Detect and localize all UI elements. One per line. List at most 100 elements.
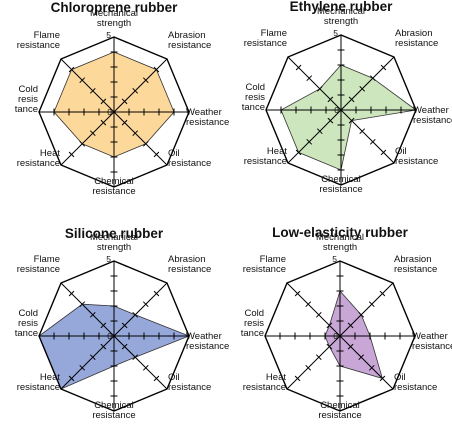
scale-min-label: 0 [107,331,112,341]
axis-tick [368,301,375,308]
chart-title: Low-elasticity rubber [272,225,409,240]
axis-tick [79,140,86,147]
axis-tick [306,75,313,82]
axis-spoke [286,335,341,390]
axis-label-abrasion-resistance: Abrasion resistance [168,30,211,51]
axis-tick [132,311,139,318]
axis-tick [358,311,365,318]
axis-tick [68,375,75,382]
axis-tick [153,66,160,73]
scale-max-label: 5 [333,28,338,38]
axis-tick [326,343,333,350]
axis-label-weather-resistance: Weather resistance [412,331,452,352]
axis-spoke [287,56,342,111]
axis-label-cold-resis-tance: Cold resis tance [242,82,265,113]
axis-tick [79,77,86,84]
axis-tick [369,138,376,145]
axis-label-heat-resistance: Heat resistance [17,372,61,393]
axis-label-weather-resistance: Weather resistance [186,331,229,352]
axis-tick [347,343,354,350]
axis-tick [142,77,149,84]
axis-tick [100,343,107,350]
axis-label-flame-resistance: Flame resistance [243,254,286,275]
axis-label-oil-resistance: Oil resistance [394,372,437,393]
axis-label-heat-resistance: Heat resistance [243,372,287,393]
axis-tick [358,354,365,361]
axis-tick [100,119,107,126]
axis-tick [79,364,86,371]
axis-spoke [113,282,168,337]
axis-label-weather-resistance: Weather resistance [186,107,229,128]
axis-tick [327,117,334,124]
axis-label-cold-resis-tance: Cold resis tance [241,308,264,339]
scale-max-label: 5 [332,254,337,264]
axis-spoke [113,335,168,390]
axis-tick [100,322,107,329]
axis-label-abrasion-resistance: Abrasion resistance [394,254,437,275]
axis-tick [121,98,128,105]
axis-tick [380,149,387,156]
axis-spoke [286,282,341,337]
axis-label-chemical-resistance: Chemical resistance [92,176,135,197]
axis-tick [132,354,139,361]
axis-spoke [340,56,395,111]
axis-tick [348,96,355,103]
axis-label-flame-resistance: Flame resistance [17,254,60,275]
axis-spoke [339,282,394,337]
axis-tick [121,322,128,329]
axis-label-heat-resistance: Heat resistance [244,146,288,167]
chart-title: Ethylene rubber [290,0,394,14]
axis-spoke [60,335,115,390]
axis-label-abrasion-resistance: Abrasion resistance [395,28,438,49]
axis-tick [369,75,376,82]
axis-tick [142,364,149,371]
chart-title: Chloroprene rubber [51,0,179,15]
axis-spoke [340,109,395,164]
axis-label-mechanical-strength: Mechanical strength [317,6,365,27]
axis-tick [89,311,96,318]
axis-tick [89,354,96,361]
axis-tick [121,119,128,126]
scale-max-label: 5 [106,254,111,264]
axis-label-cold-resis-tance: Cold resis tance [15,308,38,339]
axis-tick [68,66,75,73]
axis-tick [379,290,386,297]
axis-spoke [113,58,168,113]
axis-spoke [60,58,115,113]
scale-max-label: 5 [106,30,111,40]
axis-tick [359,128,366,135]
axis-tick [305,301,312,308]
scale-min-label: 0 [333,331,338,341]
axis-label-heat-resistance: Heat resistance [17,148,61,169]
axis-tick [89,87,96,94]
axis-tick [294,375,301,382]
axis-spoke [339,335,394,390]
axis-tick [121,343,128,350]
axis-label-oil-resistance: Oil resistance [168,372,211,393]
scale-min-label: 0 [334,105,339,115]
axis-tick [295,64,302,71]
axis-tick [380,64,387,71]
axis-spoke [113,111,168,166]
axis-tick [348,117,355,124]
axis-label-mechanical-strength: Mechanical strength [90,232,138,253]
axis-label-oil-resistance: Oil resistance [395,146,438,167]
axis-tick [326,322,333,329]
axis-tick [153,375,160,382]
axis-tick [359,85,366,92]
axis-spoke [60,111,115,166]
axis-tick [153,290,160,297]
axis-tick [79,301,86,308]
axis-tick [306,138,313,145]
axis-tick [327,96,334,103]
axis-tick [68,151,75,158]
scale-min-label: 0 [107,107,112,117]
axis-label-weather-resistance: Weather resistance [413,105,452,126]
axis-label-mechanical-strength: Mechanical strength [316,232,364,253]
axis-tick [153,151,160,158]
axis-label-mechanical-strength: Mechanical strength [90,8,138,29]
